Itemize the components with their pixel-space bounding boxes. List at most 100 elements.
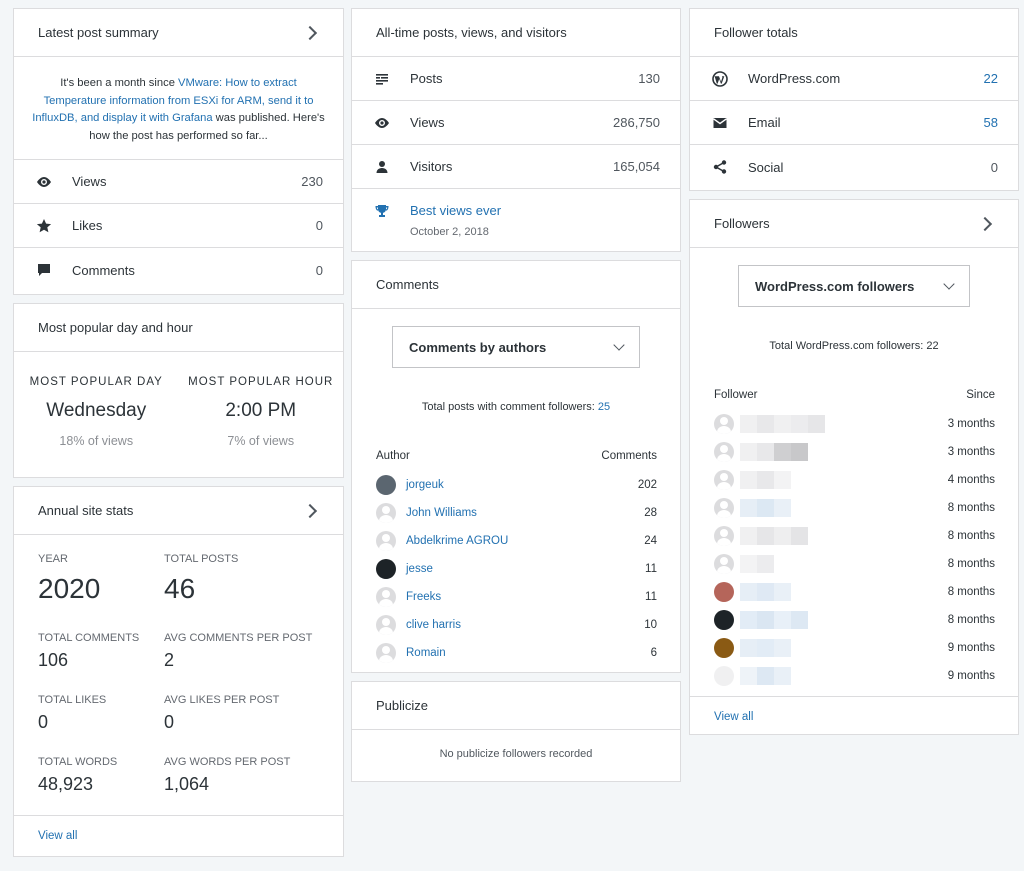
avatar <box>714 414 734 434</box>
avg-likes-label: AVG LIKES PER POST <box>164 694 280 706</box>
followers-card: Followers WordPress.com followers Total … <box>689 199 1019 735</box>
table-row: Abdelkrime AGROU 24 <box>376 527 657 555</box>
card-title: Publicize <box>376 698 429 713</box>
visitors-row: Visitors 165,054 <box>352 145 680 189</box>
avatar <box>714 498 734 518</box>
follower-name-redacted <box>740 583 948 601</box>
posts-row: Posts 130 <box>352 57 680 101</box>
alltime-card: All-time posts, views, and visitors Post… <box>351 8 681 252</box>
total-comments-value: 106 <box>38 650 69 670</box>
table-row: 3 months <box>714 410 995 438</box>
table-row: 8 months <box>714 522 995 550</box>
follower-name-redacted <box>740 555 948 573</box>
total-likes-label: TOTAL LIKES <box>38 694 107 706</box>
table-row: clive harris 10 <box>376 611 657 639</box>
person-icon <box>374 159 390 175</box>
follower-name-redacted <box>740 499 948 517</box>
author-name-link[interactable]: clive harris <box>406 619 461 631</box>
comment-count: 28 <box>644 507 657 519</box>
eye-icon <box>36 174 52 190</box>
latest-post-header[interactable]: Latest post summary <box>14 9 343 57</box>
table-row: Freeks 11 <box>376 583 657 611</box>
annual-header[interactable]: Annual site stats <box>14 487 343 535</box>
followers-view-all-link[interactable]: View all <box>714 711 754 723</box>
chevron-right-icon[interactable] <box>302 503 318 518</box>
eye-icon <box>374 115 390 131</box>
comments-table: Author Comments jorgeuk 202 John Williams 2… <box>376 447 657 667</box>
avg-likes-value: 0 <box>164 712 175 732</box>
star-icon <box>36 218 52 234</box>
followers-type-dropdown[interactable]: WordPress.com followers <box>738 265 970 307</box>
avatar <box>376 531 396 551</box>
comments-card: Comments Comments by authors Total posts… <box>351 260 681 673</box>
author-name-link[interactable]: jorgeuk <box>406 479 444 491</box>
year-label: YEAR <box>38 553 68 565</box>
annual-view-all-link[interactable]: View all <box>38 830 78 842</box>
author-name-link[interactable]: jesse <box>406 563 433 575</box>
wordpress-icon <box>712 70 728 87</box>
follower-since: 9 months <box>947 642 995 654</box>
comments-filter-dropdown[interactable]: Comments by authors <box>392 326 640 368</box>
popular-day-label: MOST POPULAR DAY <box>29 376 163 388</box>
follower-name-redacted <box>740 415 948 433</box>
share-icon <box>712 159 728 175</box>
chevron-right-icon[interactable] <box>302 25 318 40</box>
avatar <box>376 615 396 635</box>
avatar <box>376 475 396 495</box>
trophy-icon <box>374 203 390 219</box>
total-words-value: 48,923 <box>38 774 94 794</box>
best-views-date: October 2, 2018 <box>410 226 489 238</box>
views-row: Views 230 <box>14 160 343 204</box>
follower-name-redacted <box>740 667 948 685</box>
avatar <box>714 582 734 602</box>
avatar <box>714 470 734 490</box>
table-header: Author Comments <box>376 450 657 462</box>
best-views-link[interactable]: Best views ever <box>410 203 502 218</box>
follower-name-redacted <box>740 527 948 545</box>
author-name-link[interactable]: Freeks <box>406 591 442 603</box>
followers-header[interactable]: Followers <box>690 200 1018 248</box>
comment-count: 11 <box>645 563 657 575</box>
wordpress-followers-count[interactable]: 22 <box>983 71 998 86</box>
annual-card: Annual site stats YEAR 2020 TOTAL POSTS … <box>13 486 344 857</box>
table-row: 3 months <box>714 438 995 466</box>
table-row: jesse 11 <box>376 555 657 583</box>
popular-hour-pct: 7% of views <box>227 434 295 448</box>
table-row: 9 months <box>714 634 995 662</box>
total-posts-label: TOTAL POSTS <box>164 553 239 565</box>
follower-name-redacted <box>740 443 948 461</box>
author-name-link[interactable]: Romain <box>406 647 446 659</box>
best-views-row: Best views ever October 2, 2018 <box>352 189 680 238</box>
card-title: Comments <box>376 277 439 292</box>
follower-since: 8 months <box>947 530 995 542</box>
table-header: Follower Since <box>714 389 995 401</box>
table-row: 9 months <box>714 662 995 690</box>
chevron-down-icon <box>943 278 955 290</box>
views-row: Views 286,750 <box>352 101 680 145</box>
chevron-right-icon[interactable] <box>977 216 993 231</box>
popular-card: Most popular day and hour MOST POPULAR D… <box>13 303 344 478</box>
email-followers-count[interactable]: 58 <box>983 115 998 130</box>
follower-name-redacted <box>740 639 948 657</box>
total-posts-value: 46 <box>164 573 196 604</box>
avatar <box>376 587 396 607</box>
total-likes-value: 0 <box>38 712 49 732</box>
mail-icon <box>712 115 728 131</box>
follower-since: 8 months <box>947 586 995 598</box>
author-name-link[interactable]: Abdelkrime AGROU <box>406 535 509 547</box>
card-title: Annual site stats <box>38 503 134 518</box>
avatar <box>714 666 734 686</box>
comments-row: Comments 0 <box>14 248 343 292</box>
avatar <box>714 442 734 462</box>
comment-followers-count-link[interactable]: 25 <box>597 401 611 413</box>
email-followers-row: Email 58 <box>690 101 1018 145</box>
follower-name-redacted <box>740 471 948 489</box>
comment-followers-total: Total posts with comment followers: 25 <box>421 401 611 413</box>
table-row: Romain 6 <box>376 639 657 667</box>
popular-day: MOST POPULAR DAY Wednesday 18% of views <box>14 376 179 448</box>
card-title: Follower totals <box>714 25 798 40</box>
author-name-link[interactable]: John Williams <box>406 507 477 519</box>
comment-count: 11 <box>645 591 657 603</box>
post-link[interactable]: VMware: How to extract Temperature infor… <box>32 77 314 124</box>
social-followers-row: Social 0 <box>690 145 1018 189</box>
